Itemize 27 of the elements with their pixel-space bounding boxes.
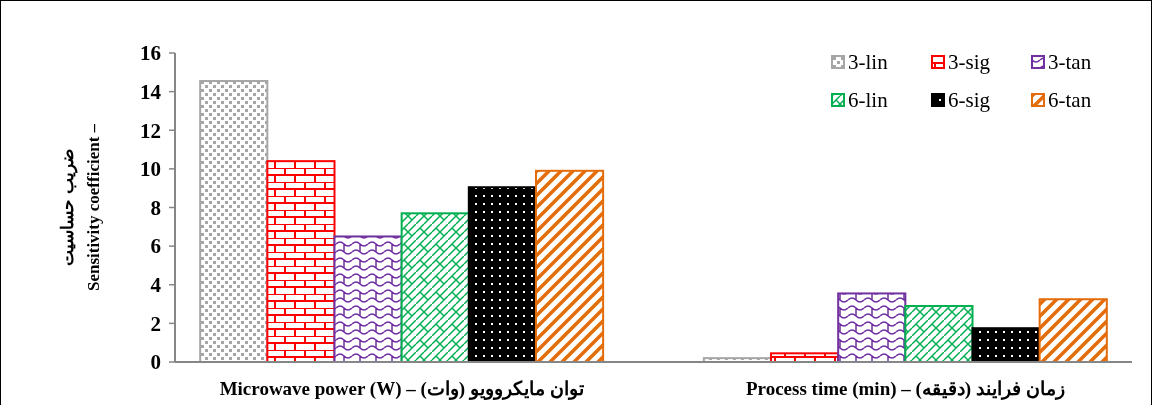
legend-label: 6-tan bbox=[1048, 88, 1092, 113]
y-tick-label: 16 bbox=[140, 41, 161, 66]
bar bbox=[534, 169, 605, 363]
bar bbox=[266, 160, 336, 363]
legend-label: 3-sig bbox=[948, 50, 991, 75]
y-tick-label: 14 bbox=[140, 79, 162, 104]
x-tick-label: Process time (min) – زمان فرایند (دقیقه) bbox=[745, 378, 1065, 400]
y-tick-label: 0 bbox=[150, 350, 161, 375]
bar bbox=[971, 327, 1041, 363]
legend-label: 3-tan bbox=[1048, 50, 1092, 75]
legend-label: 6-lin bbox=[848, 88, 889, 113]
y-tick-label: 12 bbox=[140, 118, 161, 143]
bar bbox=[400, 212, 470, 363]
bar bbox=[333, 235, 403, 363]
legend-label: 3-lin bbox=[848, 50, 889, 75]
bar bbox=[199, 80, 269, 363]
y-tick-label: 10 bbox=[140, 157, 161, 182]
y-tick-label: 8 bbox=[150, 195, 161, 220]
x-tick-label: Microwave power (W) – توان مایکروویو (وات) bbox=[219, 378, 584, 400]
legend-label: 6-sig bbox=[948, 88, 991, 113]
bar bbox=[904, 304, 974, 363]
bar bbox=[837, 292, 907, 363]
y-tick-label: 4 bbox=[150, 273, 162, 298]
bar bbox=[1038, 298, 1108, 363]
y-tick-label: 6 bbox=[150, 234, 161, 259]
y-tick-label: 2 bbox=[150, 311, 161, 336]
bar bbox=[467, 186, 537, 363]
